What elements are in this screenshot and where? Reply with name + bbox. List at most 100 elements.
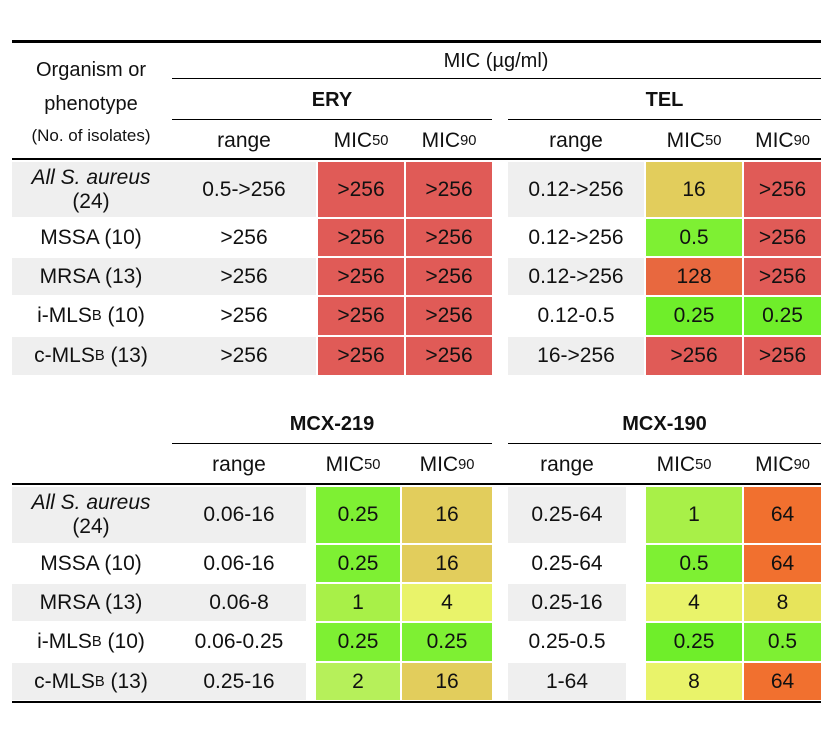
bottom-row-name-2: MSSA (10) [40,551,142,575]
top-row-bg-3b [508,258,644,295]
drug-mcx219-underline [172,443,492,444]
ery-mic50-cell: >256 [318,337,404,375]
tel-range-cell: 0.12-0.5 [537,304,615,327]
ery-range-header: range [217,129,271,153]
ery-range-cell: 0.5->256 [202,177,286,201]
ery-mic50-cell: >256 [318,258,404,295]
mcx219-mic50-cell: 1 [316,584,400,621]
mcx219-mic90-cell: 4 [402,584,492,621]
drug-tel-underline [508,119,821,120]
mcx190-mic50-cell: 0.25 [646,623,742,661]
bottom-row-bg-3b [508,584,626,621]
mcx190-mic90-cell: 64 [744,545,821,582]
ery-mic50-cell: >256 [318,162,404,217]
ery-range-cell: >256 [220,225,268,249]
organism-header-line3: (No. of isolates) [31,126,151,146]
ery-range-cell: >256 [220,264,268,288]
mcx219-range-cell: 0.06-16 [203,503,275,526]
top-row-bg-1 [12,162,316,217]
tel-range-cell: 0.12->256 [528,264,624,288]
ery-mic90-cell: >256 [406,219,492,256]
mcx190-mic90-cell: 0.5 [744,623,821,661]
ery-mic50-header: MIC 50 [333,129,389,153]
mcx219-range-header: range [212,453,266,477]
top-row-bg-5 [12,337,316,375]
bottom-table-header-rule [12,483,821,485]
drug-mcx190-underline [508,443,821,444]
tel-mic50-cell: 0.25 [646,297,742,335]
bottom-row-bg-5 [12,663,306,700]
drug-mcx219-label: MCX-219 [289,412,375,435]
mcx219-mic50-cell: 0.25 [316,545,400,582]
top-row-bg-1b [508,162,644,217]
mcx219-range-cell: 0.06-0.25 [194,630,284,653]
organism-header-line2: phenotype [44,92,138,115]
drug-mcx190-label: MCX-190 [622,412,707,435]
top-row-name-1: All S. aureus (24) [31,165,151,213]
mcx219-range-cell: 0.25-16 [203,669,275,693]
top-row-name-4: i-MLS B (10) [37,304,145,328]
bottom-row-bg-1 [12,487,306,543]
mcx219-range-cell: 0.06-8 [209,590,269,614]
mcx190-mic50-cell: 1 [646,487,742,543]
mcx190-mic50-cell: 4 [646,584,742,621]
mcx190-range-cell: 1-64 [545,669,589,693]
mcx219-mic90-cell: 16 [402,487,492,543]
ery-mic90-cell: >256 [406,162,492,217]
mcx219-mic50-cell: 0.25 [316,487,400,543]
top-row-bg-3 [12,258,316,295]
organism-header-line1: Organism or [35,58,147,81]
ery-range-cell: >256 [220,304,268,327]
mic-title-underline [172,78,821,79]
mcx219-mic90-header: MIC 90 [419,453,475,477]
mcx190-range-cell: 0.25-16 [531,590,603,614]
mcx190-range-cell: 0.25-0.5 [528,630,606,653]
mcx190-range-header: range [540,453,594,477]
mcx190-mic90-cell: 8 [744,584,821,621]
bottom-row-name-3: MRSA (13) [39,590,143,614]
bottom-row-name-4: i-MLS B (10) [37,630,145,654]
top-table-header-rule [12,158,821,160]
tel-mic90-cell: >256 [744,337,821,375]
mcx190-mic90-header: MIC 90 [755,453,810,477]
tel-range-cell: 16->256 [537,344,615,367]
mcx219-range-cell: 0.06-16 [203,551,275,575]
tel-mic50-header: MIC 50 [666,129,722,153]
bottom-row-bg-5b [508,663,626,700]
drug-tel-label: TEL [645,88,684,111]
ery-mic90-header: MIC 90 [421,129,477,153]
mcx219-mic90-cell: 16 [402,545,492,582]
tel-mic90-cell: >256 [744,219,821,256]
tel-range-cell: 0.12->256 [528,177,624,201]
bottom-table-bottom-rule [12,701,821,703]
tel-mic90-cell: >256 [744,162,821,217]
bottom-row-name-1: All S. aureus (24) [31,491,151,538]
mcx190-range-cell: 0.25-64 [531,551,603,575]
ery-mic90-cell: >256 [406,337,492,375]
tel-mic90-cell: >256 [744,258,821,295]
tel-mic90-cell: 0.25 [744,297,821,335]
mcx190-mic90-cell: 64 [744,663,821,700]
tel-mic50-cell: 16 [646,162,742,217]
bottom-row-bg-3 [12,584,306,621]
mic-title: MIC (µg/ml) [443,49,549,72]
mcx219-mic90-cell: 16 [402,663,492,700]
drug-ery-label: ERY [311,88,353,111]
top-row-name-5: c-MLS B (13) [34,344,148,368]
mcx190-mic50-cell: 8 [646,663,742,700]
mcx190-range-cell: 0.25-64 [531,503,603,526]
ery-mic50-cell: >256 [318,297,404,335]
top-row-name-3: MRSA (13) [39,264,143,288]
tel-mic50-cell: >256 [646,337,742,375]
mcx190-mic50-cell: 0.5 [646,545,742,582]
drug-ery-underline [172,119,492,120]
tel-mic50-cell: 128 [646,258,742,295]
tel-range-cell: 0.12->256 [528,225,624,249]
ery-mic90-cell: >256 [406,297,492,335]
mcx190-mic50-header: MIC 50 [656,453,712,477]
tel-range-header: range [549,129,603,153]
ery-mic90-cell: >256 [406,258,492,295]
mcx219-mic50-cell: 2 [316,663,400,700]
bottom-row-name-5: c-MLS B (13) [34,669,148,693]
mcx219-mic90-cell: 0.25 [402,623,492,661]
